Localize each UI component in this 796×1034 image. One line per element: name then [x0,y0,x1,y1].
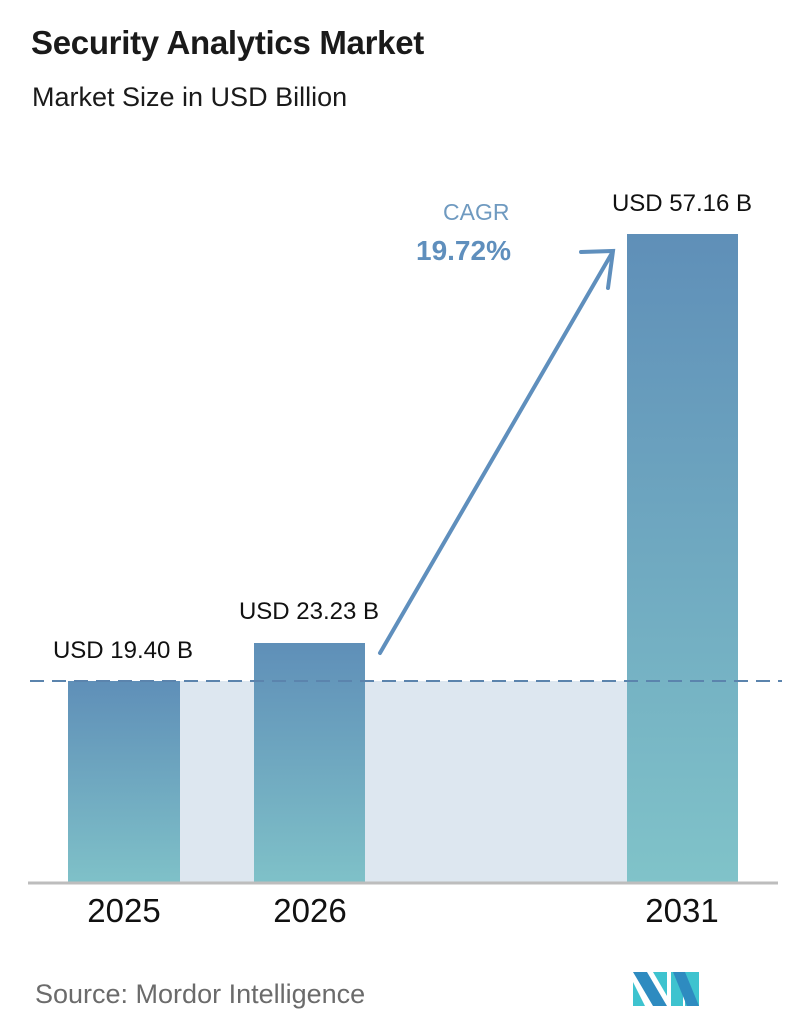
chart-subtitle: Market Size in USD Billion [32,82,348,112]
x-tick-2026: 2026 [273,892,347,929]
source-text: Source: Mordor Intelligence [35,979,366,1009]
bar-label-2031: USD 57.16 B [611,190,753,217]
cagr-value: 19.72% [416,235,511,266]
cagr-label: CAGR [443,199,510,225]
bar-2031 [627,234,738,883]
bar-label-2025: USD 19.40 B [52,637,194,664]
x-tick-2025: 2025 [87,892,161,929]
cagr-arrow-icon [378,248,616,655]
x-tick-2031: 2031 [645,892,719,929]
mordor-logo-icon [633,972,699,1006]
chart-title: Security Analytics Market [31,24,424,61]
bar-2025 [68,681,180,883]
bar-2026 [254,643,365,883]
bar-label-2026: USD 23.23 B [238,598,380,625]
